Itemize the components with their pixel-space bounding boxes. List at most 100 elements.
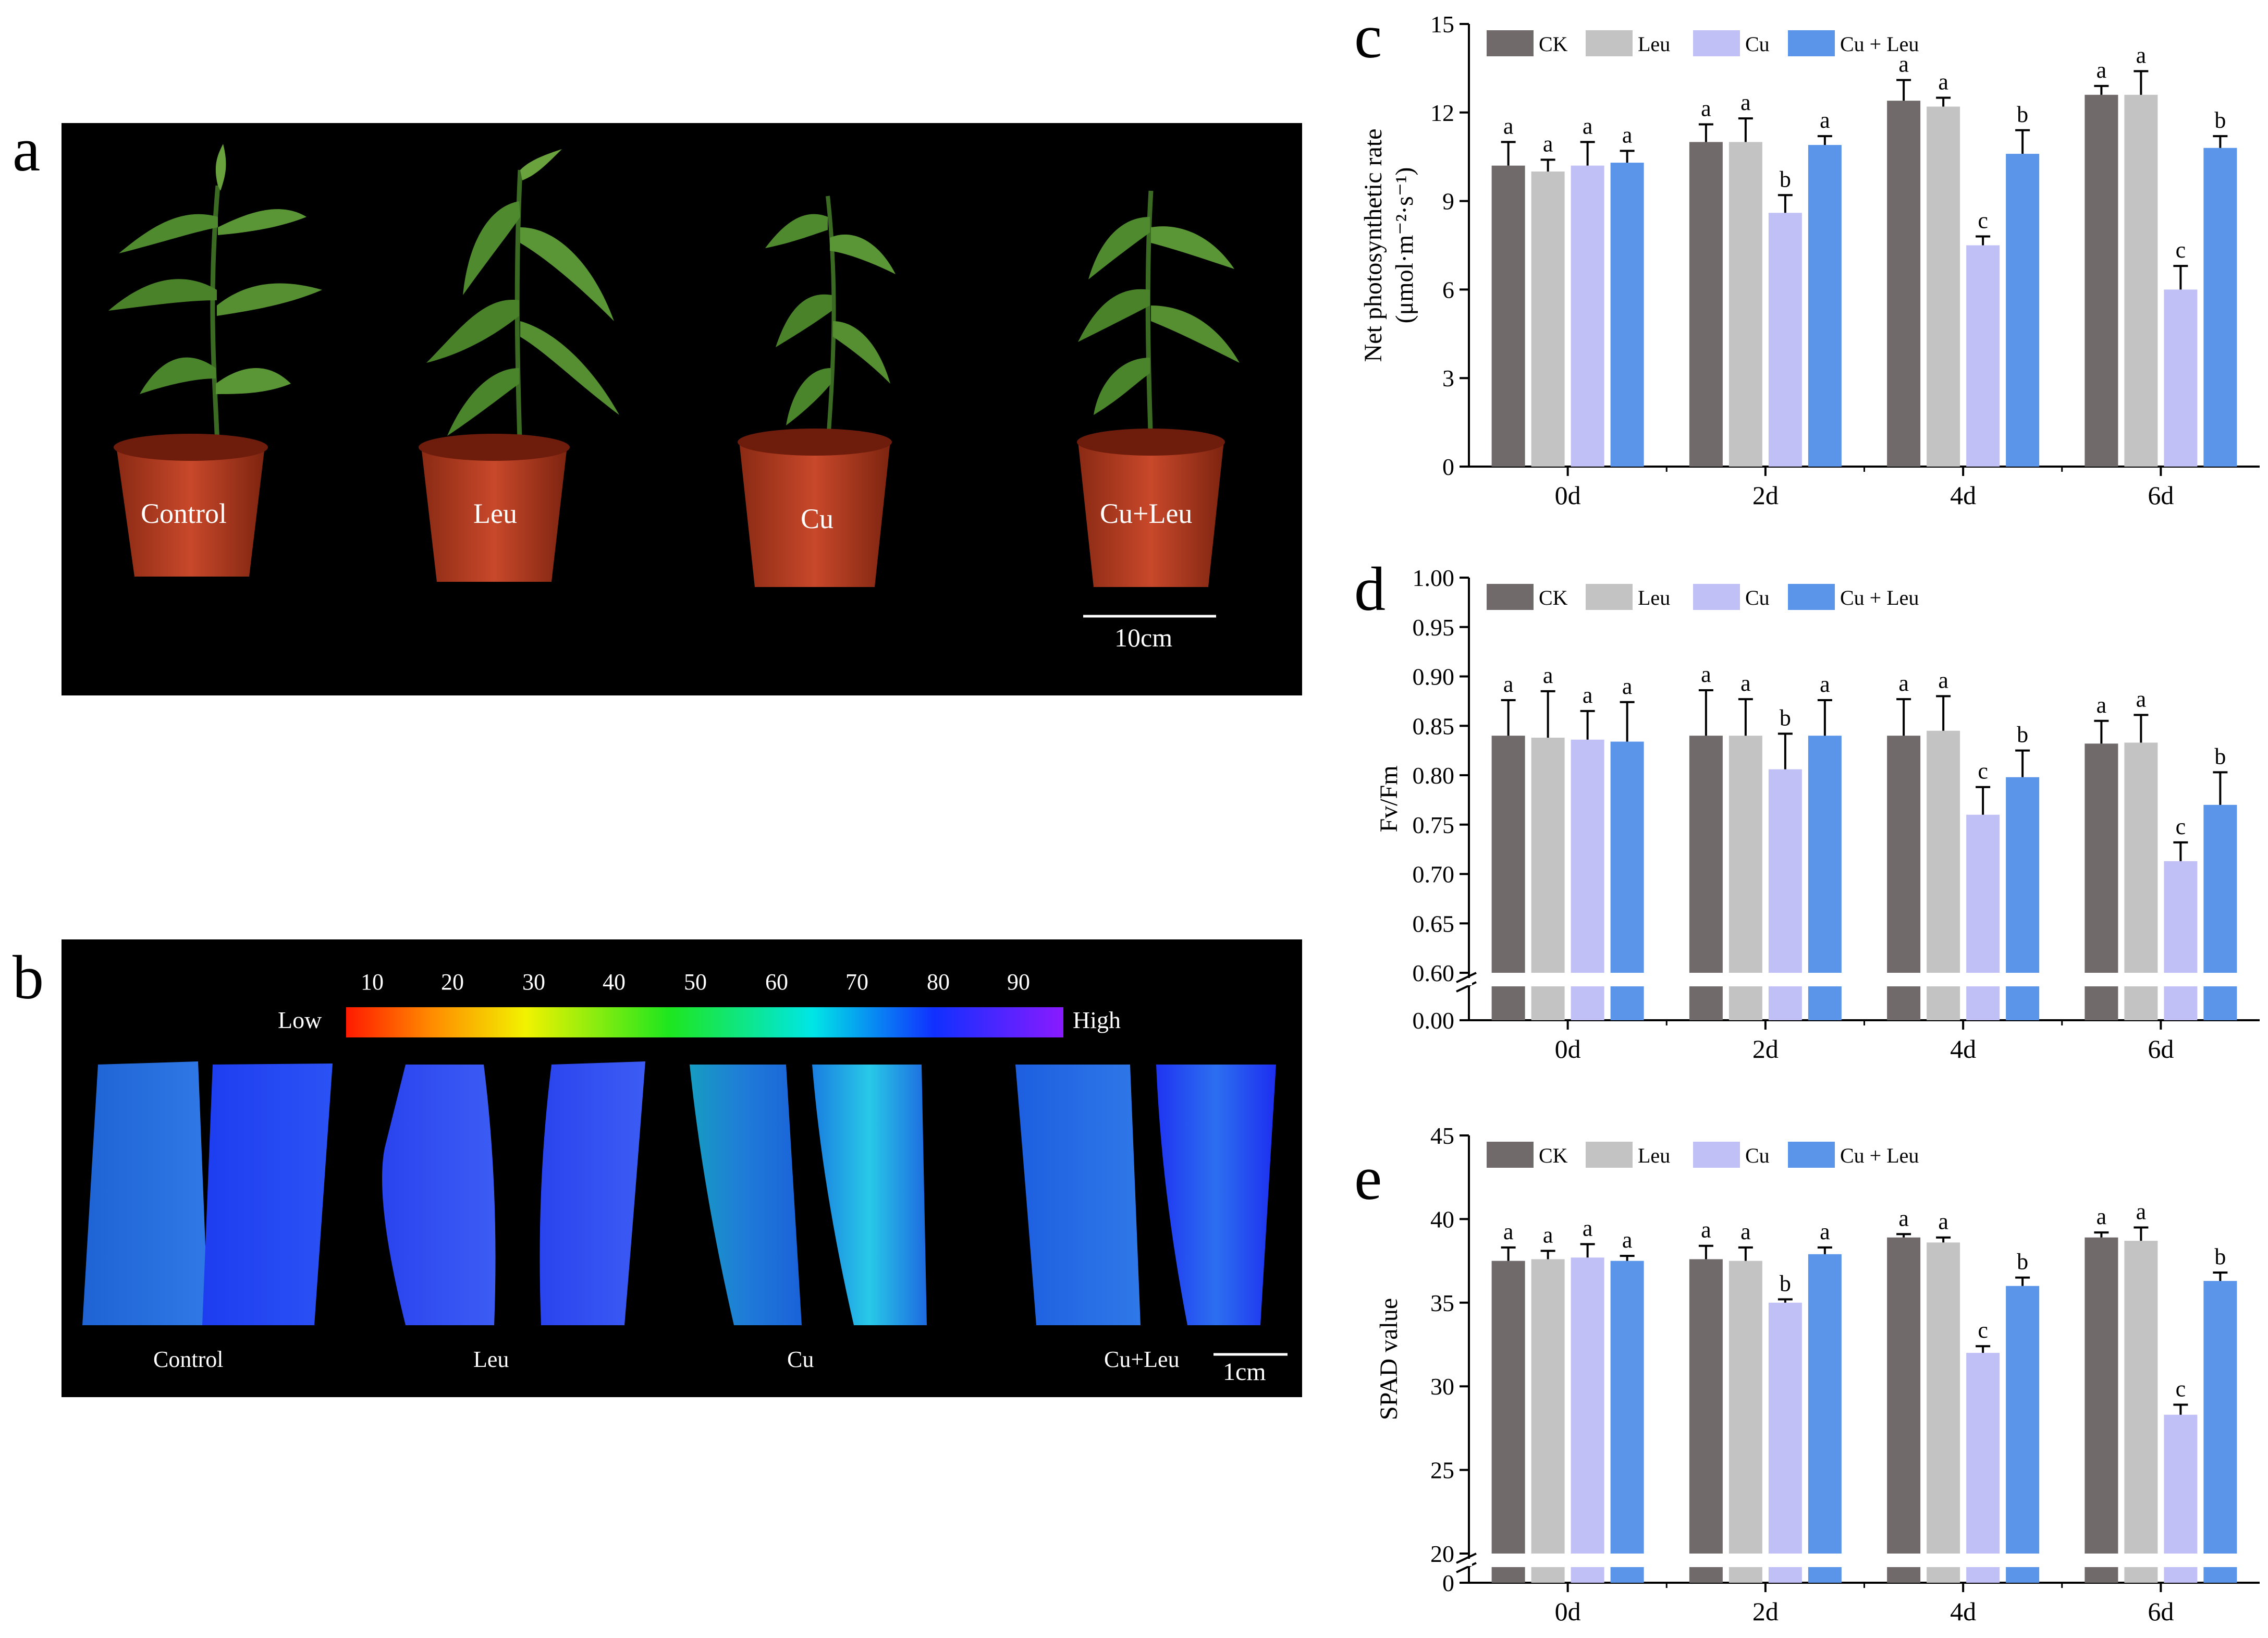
colorbar-tick: 70: [845, 969, 868, 995]
panel-letter-e: e: [1354, 1143, 1382, 1213]
bar-base: [1927, 986, 1960, 1020]
significance-letter: b: [1780, 1270, 1791, 1296]
y-axis-label: Fv/Fm: [1375, 765, 1403, 832]
bar: [1571, 1257, 1604, 1554]
bar: [2085, 1237, 2118, 1554]
bar: [1966, 1353, 2000, 1554]
y-tick-label: 1.00: [1413, 565, 1455, 591]
leaf-cu-leu-1: [1015, 1065, 1141, 1325]
significance-letter: a: [1543, 1222, 1553, 1248]
bar-base: [1887, 986, 1921, 1020]
colorbar: [346, 1007, 1063, 1037]
y-tick-label: 6: [1442, 276, 1454, 303]
bar: [2006, 1286, 2040, 1554]
significance-letter: b: [2214, 107, 2226, 133]
colorbar-high-label: High: [1073, 1007, 1121, 1033]
bar: [1808, 145, 1842, 467]
x-tick-label: 4d: [1950, 1597, 1976, 1626]
bar: [1531, 1259, 1565, 1554]
axis-break-mark: [1456, 1553, 1477, 1564]
bar: [1887, 736, 1921, 973]
label-control: Control: [153, 1347, 224, 1372]
bar: [2006, 154, 2040, 467]
bar-base: [1966, 986, 2000, 1020]
legend-swatch: [1788, 1142, 1835, 1168]
colorbar-tick: 80: [927, 969, 950, 995]
significance-letter: a: [1740, 90, 1751, 115]
pot-leu: [421, 446, 567, 582]
significance-letter: a: [1820, 671, 1830, 697]
significance-letter: a: [1898, 1205, 1909, 1231]
legend-swatch: [1693, 584, 1740, 610]
bar-base: [2085, 1567, 2118, 1583]
significance-letter: a: [1938, 667, 1948, 693]
significance-letter: a: [1740, 670, 1751, 696]
bar-base: [1491, 986, 1525, 1020]
axis-break-mark: [1456, 1562, 1477, 1573]
y-tick-label: 0.00: [1413, 1007, 1455, 1034]
x-tick-label: 6d: [2148, 1034, 2174, 1064]
bar: [2203, 1281, 2237, 1554]
bar: [2164, 1414, 2198, 1554]
y-axis-label: SPAD value: [1375, 1298, 1403, 1420]
bar: [2164, 289, 2198, 467]
significance-letter: a: [1938, 69, 1948, 95]
axis-break-gap: [1467, 1559, 1472, 1566]
bar-base: [1927, 1567, 1960, 1583]
bar-base: [1728, 1567, 1762, 1583]
leaf-cu-2: [812, 1065, 927, 1325]
leaf-control-1: [82, 1061, 209, 1325]
legend-label: Leu: [1638, 586, 1670, 609]
bar-base: [1728, 986, 1762, 1020]
bar: [2006, 777, 2040, 973]
panel-letter-b: b: [13, 943, 44, 1012]
colorbar-tick: 50: [684, 969, 707, 995]
bar: [1610, 741, 1644, 973]
significance-letter: a: [1503, 113, 1514, 139]
legend-label: Leu: [1638, 1144, 1670, 1167]
x-tick-label: 2d: [1752, 1597, 1779, 1626]
panel-letter-c: c: [1354, 2, 1382, 71]
bar-base: [1887, 1567, 1921, 1583]
plant-photo-panel: Control Leu Cu Cu+Leu 10cm: [62, 123, 1302, 695]
y-tick-label: 9: [1442, 188, 1454, 215]
bar: [1728, 142, 1762, 467]
legend-swatch: [1788, 584, 1835, 610]
label-leu: Leu: [473, 498, 517, 529]
plant-cu-leu: [1078, 190, 1240, 447]
x-tick-label: 4d: [1950, 1034, 1976, 1064]
significance-letter: a: [1543, 131, 1553, 156]
label-leu: Leu: [473, 1347, 509, 1372]
bar: [2124, 1241, 2158, 1554]
leaf-cu-leu-2: [1156, 1065, 1276, 1325]
label-cu-leu: Cu+Leu: [1100, 498, 1193, 529]
significance-letter: a: [1701, 95, 1711, 121]
bar-base: [1966, 1567, 2000, 1583]
bar: [1966, 245, 2000, 467]
legend-label: CK: [1539, 32, 1568, 56]
significance-letter: a: [1938, 1209, 1948, 1234]
legend-label: Cu: [1745, 32, 1770, 56]
label-cu: Cu: [787, 1347, 814, 1372]
bar: [2164, 861, 2198, 973]
y-tick-label: 25: [1430, 1457, 1454, 1484]
significance-letter: a: [1583, 682, 1593, 708]
y-tick-label: 0.60: [1413, 960, 1455, 986]
plant-illustrations: [108, 144, 1240, 618]
bar: [1531, 172, 1565, 467]
bar-base: [1571, 986, 1604, 1020]
bar: [1689, 736, 1723, 973]
significance-letter: b: [1780, 705, 1791, 730]
bar: [1728, 1261, 1762, 1554]
leaf-control-2: [202, 1064, 333, 1325]
chart-c: c 0 3 6 9 12 15 Net photosynthetic rate (μmol·m⁻…: [1354, 2, 2260, 510]
y-tick-label: 0.90: [1413, 664, 1455, 690]
colorbar-tick: 90: [1007, 969, 1030, 995]
bar-base: [1531, 1567, 1565, 1583]
leaf-cu-1: [690, 1065, 802, 1325]
significance-letter: a: [1622, 1227, 1633, 1253]
significance-letter: a: [2097, 57, 2107, 83]
significance-letter: c: [2176, 814, 2186, 839]
legend-swatch: [1788, 30, 1835, 56]
bar-base: [1610, 986, 1644, 1020]
